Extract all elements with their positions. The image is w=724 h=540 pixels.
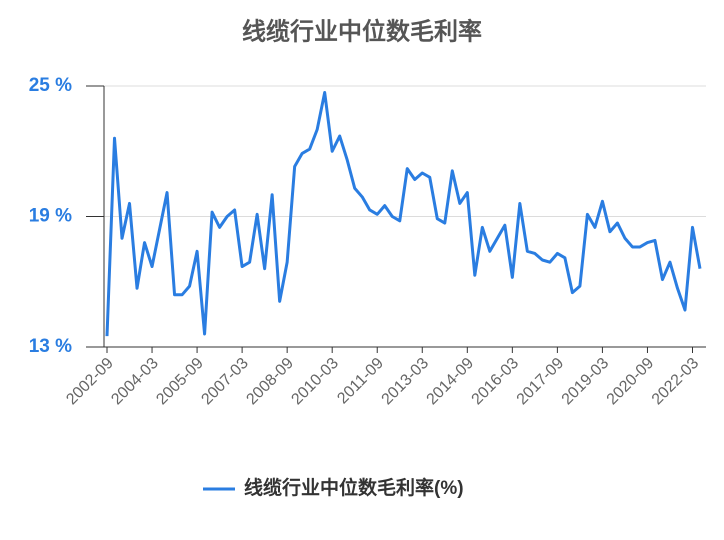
chart-title: 线缆行业中位数毛利率 — [242, 17, 482, 45]
y-tick-label: 13 % — [29, 336, 72, 357]
line-series — [105, 91, 702, 337]
legend-label: 线缆行业中位数毛利率(%) — [244, 476, 464, 499]
y-tick-label: 19 % — [29, 206, 72, 227]
y-tick-label: 25 % — [29, 75, 72, 96]
